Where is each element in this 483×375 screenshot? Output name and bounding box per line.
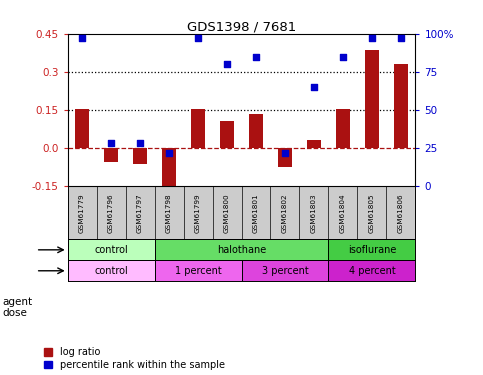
Bar: [191, 109, 205, 148]
Bar: [365, 50, 379, 148]
Text: 1 percent: 1 percent: [175, 266, 221, 276]
Text: isoflurane: isoflurane: [348, 245, 396, 255]
Bar: [68, 260, 155, 281]
Legend: log ratio, percentile rank within the sample: log ratio, percentile rank within the sa…: [43, 347, 225, 370]
Text: dose: dose: [2, 308, 28, 318]
Text: control: control: [94, 245, 128, 255]
Bar: [155, 260, 242, 281]
Point: [368, 35, 376, 41]
Text: agent: agent: [2, 297, 32, 307]
Bar: [242, 260, 328, 281]
Text: GSM61806: GSM61806: [398, 193, 404, 232]
Bar: [104, 148, 118, 162]
Bar: [328, 260, 415, 281]
Text: halothane: halothane: [217, 245, 266, 255]
Point: [136, 140, 144, 146]
Text: GSM61797: GSM61797: [137, 193, 143, 232]
Bar: [133, 148, 147, 165]
Point: [339, 54, 347, 60]
Text: GSM61804: GSM61804: [340, 193, 346, 232]
Bar: [68, 239, 155, 260]
Text: GSM61801: GSM61801: [253, 193, 259, 232]
Point: [281, 150, 289, 156]
Bar: [162, 148, 176, 198]
Point: [165, 150, 173, 156]
Text: GSM61802: GSM61802: [282, 193, 288, 232]
Text: GSM61803: GSM61803: [311, 193, 317, 232]
Point: [397, 35, 405, 41]
Bar: [336, 109, 350, 148]
Bar: [307, 140, 321, 148]
Text: 3 percent: 3 percent: [262, 266, 308, 276]
Text: GSM61799: GSM61799: [195, 193, 201, 232]
Text: GDS1398 / 7681: GDS1398 / 7681: [187, 21, 296, 34]
Bar: [220, 122, 234, 148]
Text: 4 percent: 4 percent: [349, 266, 395, 276]
Text: control: control: [94, 266, 128, 276]
Bar: [249, 114, 263, 148]
Point: [194, 35, 202, 41]
Bar: [75, 109, 89, 148]
Point: [107, 140, 115, 146]
Text: GSM61779: GSM61779: [79, 193, 85, 232]
Bar: [155, 239, 328, 260]
Bar: [394, 64, 408, 148]
Bar: [278, 148, 292, 167]
Text: GSM61800: GSM61800: [224, 193, 230, 232]
Text: GSM61805: GSM61805: [369, 193, 375, 232]
Point: [223, 61, 231, 67]
Point: [252, 54, 260, 60]
Point: [310, 84, 318, 90]
Text: GSM61796: GSM61796: [108, 193, 114, 232]
Bar: [328, 239, 415, 260]
Point: [78, 35, 86, 41]
Text: GSM61798: GSM61798: [166, 193, 172, 232]
